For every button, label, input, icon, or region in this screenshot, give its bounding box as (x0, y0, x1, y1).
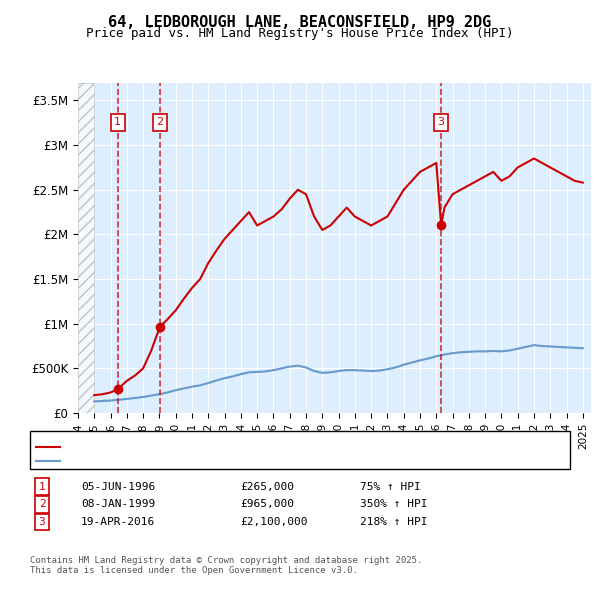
Text: 64, LEDBOROUGH LANE, BEACONSFIELD, HP9 2DG: 64, LEDBOROUGH LANE, BEACONSFIELD, HP9 2… (109, 15, 491, 30)
Text: 218% ↑ HPI: 218% ↑ HPI (360, 517, 427, 527)
Text: Contains HM Land Registry data © Crown copyright and database right 2025.
This d: Contains HM Land Registry data © Crown c… (30, 556, 422, 575)
Text: 2: 2 (38, 500, 46, 509)
Text: 1: 1 (38, 482, 46, 491)
Text: 19-APR-2016: 19-APR-2016 (81, 517, 155, 527)
Text: 3: 3 (38, 517, 46, 527)
Text: 3: 3 (437, 117, 445, 127)
Text: £265,000: £265,000 (240, 482, 294, 491)
Text: 350% ↑ HPI: 350% ↑ HPI (360, 500, 427, 509)
Text: 64, LEDBOROUGH LANE, BEACONSFIELD, HP9 2DG (detached house): 64, LEDBOROUGH LANE, BEACONSFIELD, HP9 2… (63, 442, 432, 452)
Text: 1: 1 (114, 117, 121, 127)
Text: Price paid vs. HM Land Registry's House Price Index (HPI): Price paid vs. HM Land Registry's House … (86, 27, 514, 40)
Text: 75% ↑ HPI: 75% ↑ HPI (360, 482, 421, 491)
Text: £2,100,000: £2,100,000 (240, 517, 308, 527)
Text: 08-JAN-1999: 08-JAN-1999 (81, 500, 155, 509)
Text: 2: 2 (157, 117, 163, 127)
Text: £965,000: £965,000 (240, 500, 294, 509)
Text: HPI: Average price, detached house, Buckinghamshire: HPI: Average price, detached house, Buck… (63, 457, 382, 466)
Text: 05-JUN-1996: 05-JUN-1996 (81, 482, 155, 491)
